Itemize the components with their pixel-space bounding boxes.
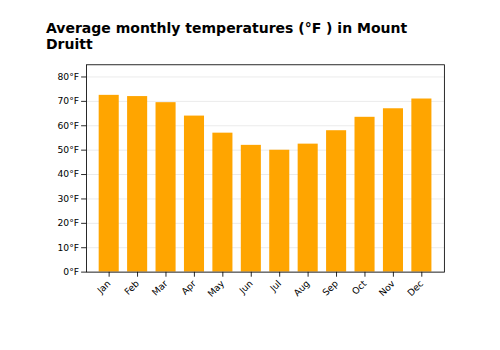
svg-text:Nov: Nov xyxy=(376,277,397,298)
svg-text:60°F: 60°F xyxy=(57,120,79,131)
svg-text:10°F: 10°F xyxy=(57,242,79,253)
svg-text:Jan: Jan xyxy=(94,278,113,297)
svg-text:80°F: 80°F xyxy=(57,71,79,82)
svg-text:Oct: Oct xyxy=(349,277,368,296)
svg-text:May: May xyxy=(205,277,227,299)
svg-text:40°F: 40°F xyxy=(57,168,79,179)
svg-text:Dec: Dec xyxy=(405,278,425,298)
svg-text:0°F: 0°F xyxy=(63,266,79,277)
html-text:Average monthly temperatures (: Average monthly temperatures (°F ) in Mo… xyxy=(46,20,408,52)
svg-text:Aug: Aug xyxy=(291,278,311,298)
svg-text:Sep: Sep xyxy=(320,278,340,298)
svg-text:Jun: Jun xyxy=(236,278,255,297)
svg-text:Jul: Jul xyxy=(267,278,283,294)
svg-text:20°F: 20°F xyxy=(57,217,79,228)
svg-text:Apr: Apr xyxy=(179,278,198,297)
svg-text:Feb: Feb xyxy=(122,278,141,297)
svg-text:50°F: 50°F xyxy=(57,144,79,155)
svg-text:70°F: 70°F xyxy=(57,95,79,106)
svg-text:30°F: 30°F xyxy=(57,193,79,204)
svg-text:Mar: Mar xyxy=(149,278,169,298)
